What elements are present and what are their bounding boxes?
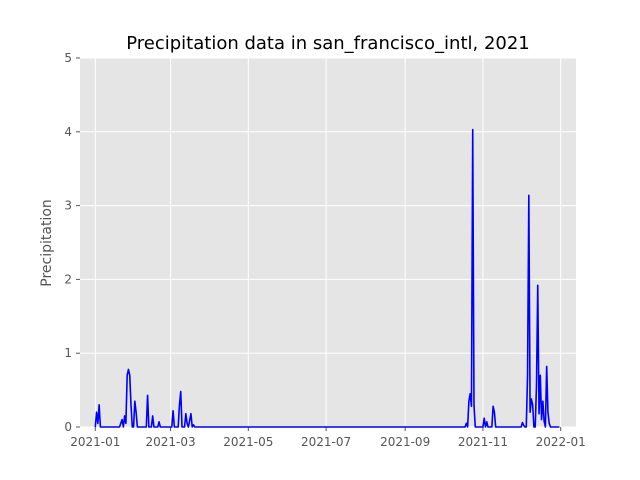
x-tick-label: 2021-03 [145,435,195,449]
y-tick-label: 3 [64,199,72,213]
chart-title: Precipitation data in san_francisco_intl… [126,33,530,54]
plot-area [80,58,576,427]
y-tick-label: 5 [64,51,72,65]
y-tick-label: 2 [64,272,72,286]
x-tick-label: 2021-01 [70,435,120,449]
x-tick-label: 2021-07 [301,435,351,449]
precipitation-line [94,128,560,428]
y-axis-label: Precipitation [39,199,55,287]
x-tick-label: 2022-01 [536,435,586,449]
y-tick-label: 1 [64,346,72,360]
y-tick-label: 0 [64,420,72,434]
x-tick-label: 2021-09 [380,435,430,449]
axis-ticks: 2021-01 2021-03 2021-05 2021-07 2021-09 2021-… [64,51,585,449]
x-tick-label: 2021-05 [223,435,273,449]
series-group [94,128,560,428]
x-tick-label: 2021-11 [458,435,508,449]
y-tick-label: 4 [64,125,72,139]
